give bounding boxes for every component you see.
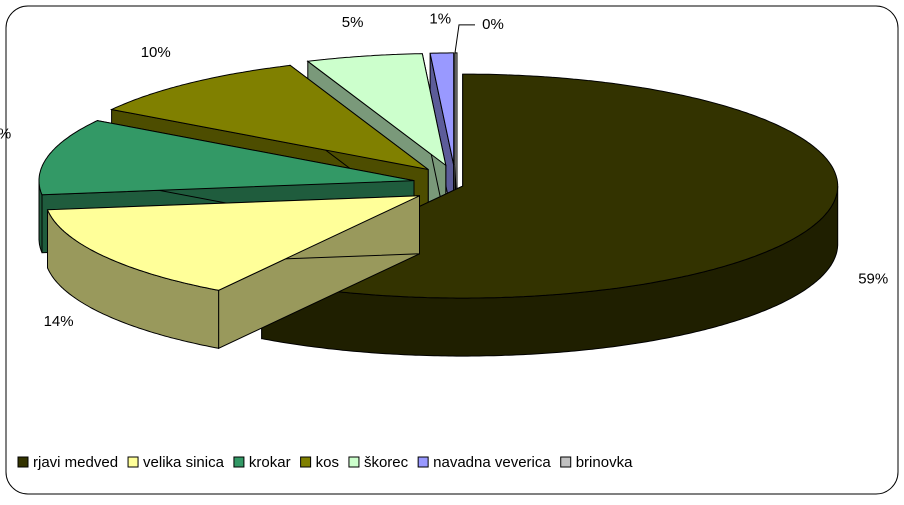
legend-label: brinovka <box>576 454 633 471</box>
data-label: 14% <box>44 313 74 330</box>
slice-top <box>109 64 429 170</box>
legend-swatch <box>348 456 360 468</box>
legend-label: kos <box>316 454 339 471</box>
legend-swatch <box>300 456 312 468</box>
legend-swatch <box>127 456 139 468</box>
slice-top <box>38 120 415 196</box>
legend-swatch <box>417 456 429 468</box>
legend-label: rjavi medved <box>33 454 118 471</box>
data-label: 11% <box>0 126 11 143</box>
legend-swatch <box>560 456 572 468</box>
legend-label: velika sinica <box>143 454 225 471</box>
slice-top <box>306 53 447 167</box>
legend-label: krokar <box>249 454 291 471</box>
legend-label: navadna veverica <box>433 454 551 471</box>
legend-swatch <box>17 456 29 468</box>
slice-top <box>429 52 455 166</box>
data-label: 5% <box>342 14 364 31</box>
slice <box>46 195 420 350</box>
data-label: 10% <box>141 44 171 61</box>
leader-line <box>454 24 475 54</box>
slice-top <box>46 195 420 291</box>
data-label: 0% <box>482 16 504 33</box>
data-label: 59% <box>858 271 888 288</box>
legend-swatch <box>233 456 245 468</box>
legend-label: škorec <box>364 454 409 471</box>
data-label: 1% <box>429 10 451 27</box>
